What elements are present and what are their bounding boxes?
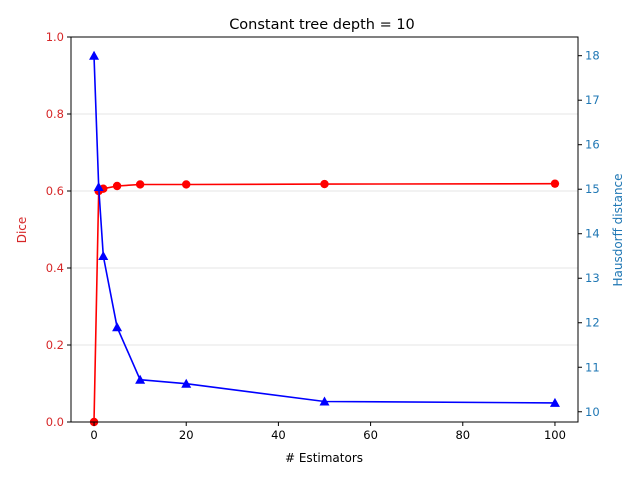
- y-right-axis-label: Hausdorff distance: [611, 173, 625, 286]
- y-right-axis-ticks: 10 11 12 13 14 15 16 17 18: [578, 49, 600, 419]
- data-point-triangle: [98, 250, 109, 260]
- y-right-tick-label: 13: [585, 271, 600, 285]
- data-point-triangle: [135, 374, 146, 384]
- plot-frame: [70, 36, 579, 423]
- chart-title: Constant tree depth = 10: [229, 17, 415, 33]
- x-tick-label: 40: [271, 428, 286, 442]
- y-left-axis-label: Dice: [15, 217, 29, 244]
- data-point-circle: [112, 181, 122, 191]
- data-point-triangle: [549, 397, 560, 407]
- y-right-tick-label: 14: [585, 227, 600, 241]
- data-point-triangle: [181, 378, 192, 388]
- y-right-tick-label: 10: [585, 405, 600, 419]
- y-right-tick-label: 15: [585, 182, 600, 196]
- series-line-right: [93, 55, 556, 404]
- data-point-triangle: [89, 50, 100, 60]
- y-left-tick-label: 0.8: [46, 107, 64, 121]
- x-axis-label: # Estimators: [285, 451, 363, 465]
- series-layer: [89, 50, 560, 427]
- data-point-circle: [550, 179, 560, 188]
- y-left-axis-ticks: 0.0 0.2 0.4 0.6 0.8 1.0: [46, 30, 71, 429]
- x-tick-label: 20: [179, 428, 194, 442]
- series-right: [89, 50, 560, 407]
- y-right-tick-label: 12: [585, 316, 600, 330]
- y-left-tick-label: 0.4: [46, 261, 64, 275]
- data-point-circle: [135, 180, 145, 189]
- x-tick-label: 100: [544, 428, 566, 442]
- y-left-tick-label: 1.0: [46, 30, 64, 44]
- data-point-circle: [320, 179, 329, 189]
- data-point-circle: [182, 180, 191, 189]
- y-right-tick-label: 18: [585, 49, 600, 63]
- y-left-tick-label: 0.6: [46, 184, 64, 198]
- y-right-tick-label: 11: [585, 360, 600, 374]
- y-right-tick-label: 17: [585, 93, 600, 107]
- data-point-triangle: [319, 396, 330, 406]
- grid-lines: [71, 36, 578, 423]
- data-point-triangle: [112, 322, 123, 332]
- y-left-tick-label: 0.2: [46, 338, 64, 352]
- x-tick-label: 60: [363, 428, 378, 442]
- data-point-triangle: [93, 181, 104, 191]
- x-tick-label: 80: [455, 428, 470, 442]
- x-tick-label: 0: [90, 428, 97, 442]
- y-left-tick-label: 0.0: [46, 415, 64, 429]
- y-right-tick-label: 16: [585, 138, 600, 152]
- series-left: [89, 179, 560, 427]
- x-axis-ticks: 0 20 40 60 80 100: [90, 422, 566, 442]
- series-line-left: [93, 182, 556, 423]
